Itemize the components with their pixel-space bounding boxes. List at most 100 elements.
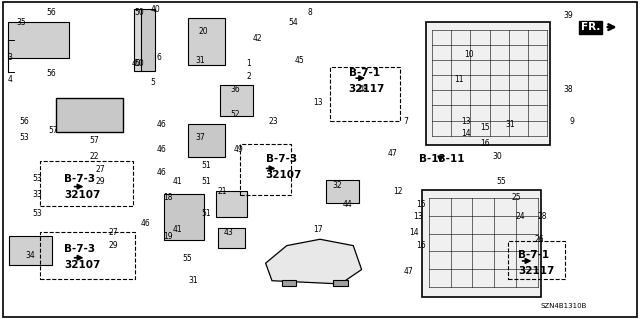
Text: 33: 33: [32, 190, 42, 199]
Text: 46: 46: [157, 120, 166, 129]
Text: 55: 55: [182, 254, 192, 263]
Text: 8: 8: [307, 8, 312, 17]
Text: 13: 13: [413, 212, 422, 221]
Text: B-7-3: B-7-3: [64, 174, 95, 184]
Text: 37: 37: [195, 133, 205, 142]
Text: 30: 30: [493, 152, 502, 161]
Text: 46: 46: [157, 145, 166, 154]
Text: 28: 28: [538, 212, 547, 221]
Text: 31: 31: [189, 276, 198, 285]
Polygon shape: [266, 239, 362, 284]
Bar: [326, 180, 359, 203]
Text: 27: 27: [96, 165, 106, 174]
Bar: [426, 22, 550, 145]
Text: 51: 51: [202, 209, 211, 218]
Text: B-7-3: B-7-3: [266, 154, 297, 165]
Text: 31: 31: [195, 56, 205, 65]
Bar: [40, 161, 133, 206]
Bar: [40, 232, 135, 279]
Text: 47: 47: [387, 149, 397, 158]
Text: 51: 51: [202, 177, 211, 186]
Text: 18: 18: [163, 193, 173, 202]
Text: B-13-11: B-13-11: [419, 154, 465, 165]
Text: 3: 3: [8, 53, 13, 62]
Text: 2: 2: [246, 72, 251, 81]
Text: 56: 56: [46, 8, 56, 17]
Text: 34: 34: [26, 251, 35, 260]
Text: 21: 21: [218, 187, 227, 196]
Text: B-7-1: B-7-1: [518, 250, 550, 260]
Text: B-7-1: B-7-1: [349, 68, 380, 78]
Text: 46: 46: [157, 168, 166, 177]
Text: 35: 35: [16, 18, 26, 27]
Text: 29: 29: [109, 241, 118, 250]
Bar: [422, 190, 541, 297]
Text: 12: 12: [394, 187, 403, 196]
Text: 44: 44: [342, 200, 352, 209]
Bar: [8, 21, 69, 58]
Text: 41: 41: [173, 225, 182, 234]
Text: 6: 6: [157, 53, 162, 62]
Text: 57: 57: [90, 136, 99, 145]
Text: 53: 53: [32, 174, 42, 183]
Text: 25: 25: [512, 193, 522, 202]
Bar: [508, 241, 565, 279]
Text: SZN4B1310B: SZN4B1310B: [540, 303, 586, 309]
Bar: [330, 67, 400, 121]
Text: 11: 11: [454, 75, 464, 84]
Bar: [140, 9, 155, 71]
Bar: [216, 191, 247, 217]
Text: 31: 31: [506, 120, 515, 129]
Text: 26: 26: [534, 235, 544, 244]
Text: 55: 55: [496, 177, 506, 186]
Text: 32117: 32117: [518, 266, 555, 276]
Text: 4: 4: [8, 75, 13, 84]
Text: 42: 42: [253, 34, 262, 43]
Text: FR.: FR.: [581, 22, 600, 32]
Text: 43: 43: [224, 228, 234, 237]
Text: 48: 48: [358, 85, 368, 94]
Text: 50: 50: [134, 8, 144, 17]
Text: 32107: 32107: [64, 260, 100, 270]
Text: 15: 15: [480, 123, 490, 132]
Text: 10: 10: [464, 50, 474, 59]
Text: 32117: 32117: [349, 84, 385, 94]
Text: 14: 14: [410, 228, 419, 237]
Bar: [9, 236, 52, 265]
Text: 53: 53: [19, 133, 29, 142]
Text: 32: 32: [333, 181, 342, 189]
Text: 17: 17: [314, 225, 323, 234]
Text: 13: 13: [314, 98, 323, 107]
Bar: [333, 280, 348, 286]
Text: 39: 39: [563, 11, 573, 20]
Text: 50: 50: [134, 59, 144, 68]
Bar: [164, 194, 204, 240]
Text: 23: 23: [269, 117, 278, 126]
Bar: [188, 123, 225, 157]
Text: 24: 24: [515, 212, 525, 221]
Bar: [188, 18, 225, 65]
Bar: [240, 144, 291, 195]
Text: 56: 56: [46, 69, 56, 78]
Text: 52: 52: [230, 110, 240, 119]
Text: 47: 47: [403, 267, 413, 276]
Text: 40: 40: [150, 5, 160, 14]
Bar: [218, 228, 245, 248]
Text: 49: 49: [234, 145, 243, 154]
Text: 22: 22: [90, 152, 99, 161]
Text: 51: 51: [202, 161, 211, 170]
Text: 46: 46: [141, 219, 150, 228]
Bar: [282, 280, 296, 286]
Text: 36: 36: [230, 85, 240, 94]
Text: 5: 5: [150, 78, 156, 87]
Text: 19: 19: [163, 232, 173, 241]
Text: 40: 40: [131, 59, 141, 68]
Text: 16: 16: [480, 139, 490, 148]
Bar: [134, 9, 141, 71]
Text: 9: 9: [570, 117, 575, 126]
Text: 20: 20: [198, 27, 208, 36]
Bar: [56, 98, 123, 132]
Text: 45: 45: [294, 56, 304, 65]
Text: 27: 27: [109, 228, 118, 237]
Text: 53: 53: [32, 209, 42, 218]
